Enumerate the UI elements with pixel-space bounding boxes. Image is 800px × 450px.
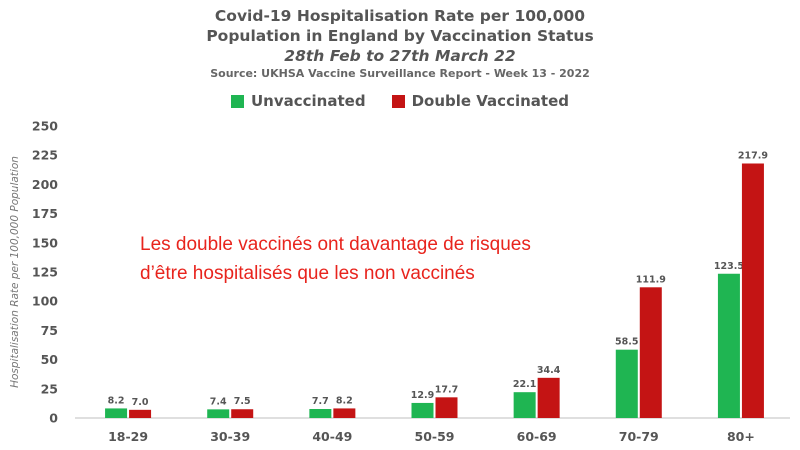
data-label: 12.9 (411, 390, 434, 401)
legend-swatch-unvaccinated (230, 94, 244, 108)
y-tick-label: 175 (32, 206, 58, 221)
legend-label-double-vaccinated: Double Vaccinated (411, 92, 569, 110)
data-label: 217.9 (738, 150, 768, 161)
bar-double-vaccinated-50-59 (435, 397, 458, 418)
legend-label-unvaccinated: Unvaccinated (250, 92, 366, 110)
data-label: 8.2 (336, 395, 353, 406)
data-label: 34.4 (537, 365, 561, 376)
bar-unvaccinated-50-59 (411, 402, 434, 418)
legend-swatch-double-vaccinated (391, 94, 405, 108)
y-tick-label: 75 (41, 323, 58, 338)
y-tick-label: 25 (41, 381, 58, 396)
chart-legend: Unvaccinated Double Vaccinated (0, 92, 800, 110)
chart-title-line1: Covid-19 Hospitalisation Rate per 100,00… (214, 7, 586, 25)
y-tick-label: 100 (32, 294, 58, 309)
x-tick-label: 18-29 (108, 429, 148, 444)
bar-unvaccinated-40-49 (309, 409, 332, 418)
bar-unvaccinated-30-39 (207, 409, 230, 418)
data-label: 8.2 (108, 395, 125, 406)
data-label: 17.7 (435, 384, 458, 395)
x-tick-label: 40-49 (312, 429, 352, 444)
bar-double-vaccinated-30-39 (231, 409, 254, 418)
x-tick-label: 80+ (727, 429, 755, 444)
y-tick-label: 0 (49, 411, 58, 426)
chart-title-line2: Population in England by Vaccination Sta… (206, 27, 594, 45)
bar-double-vaccinated-80+ (741, 163, 764, 418)
legend-item-unvaccinated: Unvaccinated (230, 92, 366, 110)
x-tick-label: 70-79 (619, 429, 659, 444)
chart-source: Source: UKHSA Vaccine Surveillance Repor… (210, 67, 590, 80)
bar-double-vaccinated-40-49 (333, 408, 356, 418)
x-tick-label: 50-59 (415, 429, 455, 444)
data-label: 7.5 (234, 396, 251, 407)
chart-subtitle: 28th Feb to 27th March 22 (284, 47, 516, 65)
x-tick-label: 60-69 (517, 429, 557, 444)
chart-title-block: Covid-19 Hospitalisation Rate per 100,00… (0, 6, 800, 82)
bar-unvaccinated-70-79 (615, 349, 638, 418)
annotation-line1: Les double vaccinés ont davantage de ris… (140, 234, 531, 255)
data-label: 58.5 (615, 337, 638, 348)
bar-double-vaccinated-60-69 (537, 377, 560, 418)
y-tick-label: 250 (32, 119, 58, 134)
y-tick-label: 200 (32, 177, 58, 192)
y-tick-label: 225 (32, 148, 58, 163)
bar-unvaccinated-18-29 (105, 408, 128, 418)
annotation-text: Les double vaccinés ont davantage de ris… (140, 230, 531, 288)
data-label: 22.1 (513, 379, 536, 390)
bar-unvaccinated-60-69 (513, 392, 536, 418)
data-label: 123.5 (714, 261, 744, 272)
legend-item-double-vaccinated: Double Vaccinated (391, 92, 569, 110)
data-label: 111.9 (636, 274, 666, 285)
y-axis-label: Hospitalisation Rate per 100,000 Populat… (9, 156, 21, 388)
y-tick-label: 150 (32, 235, 58, 250)
bar-double-vaccinated-70-79 (639, 287, 662, 418)
data-label: 7.4 (210, 396, 227, 407)
x-tick-label: 30-39 (210, 429, 250, 444)
bar-double-vaccinated-18-29 (129, 409, 152, 418)
bar-unvaccinated-80+ (717, 273, 740, 418)
data-label: 7.0 (132, 397, 149, 408)
annotation-line2: d’être hospitalisés que les non vaccinés (140, 263, 475, 284)
data-label: 7.7 (312, 396, 329, 407)
y-tick-label: 50 (41, 352, 59, 367)
y-tick-label: 125 (32, 265, 58, 280)
